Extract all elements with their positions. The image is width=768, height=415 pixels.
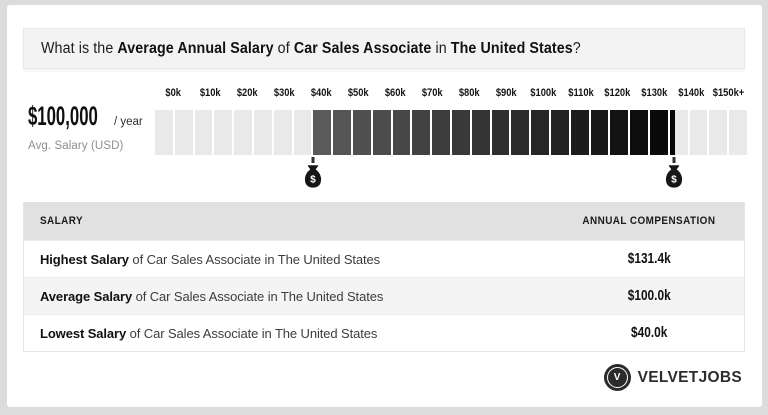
average-salary-amount-row: $100,000 / year xyxy=(28,101,143,132)
bar-segment xyxy=(669,110,688,155)
axis-tick-label: $80k xyxy=(459,87,480,99)
bar-segment xyxy=(709,110,728,155)
row-value: $100.0k xyxy=(627,288,671,304)
bar-segment xyxy=(293,110,312,155)
bar-segment xyxy=(352,110,371,155)
salary-overview: $100,000 / year Avg. Salary (USD) xyxy=(28,101,143,152)
row-label-bold: Lowest Salary xyxy=(40,325,127,341)
bar-segment xyxy=(253,110,272,155)
table-row: Average Salary of Car Sales Associate in… xyxy=(24,277,744,314)
bar-segment xyxy=(234,110,252,155)
axis-tick-label: $20k xyxy=(237,87,258,99)
bar-segment xyxy=(610,110,629,155)
bar-segment xyxy=(432,110,450,155)
avg-salary-caption: Avg. Salary (USD) xyxy=(28,140,124,152)
bar-segment xyxy=(333,110,351,155)
row-label-rest: of Car Sales Associate in The United Sta… xyxy=(132,288,384,304)
row-label-rest: of Car Sales Associate in The United Sta… xyxy=(128,251,381,267)
velvetjobs-logo-icon: V xyxy=(603,364,631,391)
axis-tick-label: $90k xyxy=(496,87,517,99)
bar-segment xyxy=(451,110,470,155)
row-label-rest: of Car Sales Associate in The United Sta… xyxy=(126,325,378,341)
axis-tick-label: $0k xyxy=(165,87,182,99)
average-salary-amount: $100,000 xyxy=(28,101,98,131)
bar-segment xyxy=(511,110,530,155)
axis-tick-label: $100k xyxy=(530,87,557,99)
salary-table: SALARY ANNUAL COMPENSATION Highest Salar… xyxy=(23,202,745,352)
row-value: $131.4k xyxy=(627,251,671,267)
bar-segment xyxy=(194,110,213,155)
row-label-bold: Average Salary xyxy=(40,288,133,304)
bar-segment xyxy=(630,110,648,155)
axis-tick-label: $10k xyxy=(200,87,221,99)
axis-tick-row: $0k $10k $20k $30k $40k $50k $60k $70k $80k $90k $… xyxy=(155,87,747,99)
question-part: ? xyxy=(572,39,581,57)
bar-segment xyxy=(372,110,391,155)
axis-tick-label: $40k xyxy=(311,87,332,99)
table-header-annual-compensation: ANNUAL COMPENSATION xyxy=(582,215,716,227)
axis-tick-label: $120k xyxy=(604,87,631,99)
bar-segment xyxy=(174,110,193,155)
row-label: Average Salary of Car Sales Associate in… xyxy=(24,289,554,304)
question-part: What is the xyxy=(41,39,118,57)
row-label-bold: Highest Salary xyxy=(40,251,129,267)
bar-segment xyxy=(491,110,510,155)
bar-segment xyxy=(649,110,668,155)
bar-segment xyxy=(531,110,549,155)
bar-segment xyxy=(273,110,292,155)
table-header-salary: SALARY xyxy=(40,215,84,227)
row-label: Highest Salary of Car Sales Associate in… xyxy=(24,252,554,267)
question-part-bold: Average Annual Salary xyxy=(117,39,274,57)
axis-tick-label: $50k xyxy=(348,87,369,99)
bar-segment xyxy=(471,110,490,155)
axis-tick-label: $130k xyxy=(641,87,668,99)
axis-tick-label: $70k xyxy=(422,87,443,99)
axis-tick-label: $30k xyxy=(274,87,295,99)
row-value: $40.0k xyxy=(630,325,668,341)
question-part: of xyxy=(273,39,294,57)
logo-letter: V xyxy=(606,367,628,388)
bar-segment xyxy=(214,110,233,155)
brand-logo: V VELVETJOBS xyxy=(603,364,742,391)
axis-tick-label: $140k xyxy=(678,87,705,99)
question-part-bold: Car Sales Associate xyxy=(293,39,432,57)
question-text: What is the Average Annual Salary of Car… xyxy=(41,40,581,58)
brand-name: VELVETJOBS xyxy=(637,368,742,386)
bar-segment xyxy=(729,110,747,155)
bar-segment xyxy=(570,110,589,155)
bar-segment xyxy=(689,110,708,155)
salary-bar xyxy=(155,110,747,155)
table-header-row: SALARY ANNUAL COMPENSATION xyxy=(24,202,744,240)
bar-segment xyxy=(412,110,431,155)
bar-segment xyxy=(590,110,609,155)
bar-segment xyxy=(155,110,173,155)
per-year-label: / year xyxy=(114,116,143,128)
axis-tick-label: $60k xyxy=(385,87,406,99)
axis-tick-label: $150k+ xyxy=(712,87,745,99)
question-banner: What is the Average Annual Salary of Car… xyxy=(23,28,745,69)
salary-table-body: Highest Salary of Car Sales Associate in… xyxy=(24,240,744,351)
row-label: Lowest Salary of Car Sales Associate in … xyxy=(24,326,554,341)
bar-segment xyxy=(550,110,569,155)
bar-segment xyxy=(313,110,332,155)
table-row: Highest Salary of Car Sales Associate in… xyxy=(24,240,744,277)
bar-segment xyxy=(392,110,411,155)
table-row: Lowest Salary of Car Sales Associate in … xyxy=(24,314,744,351)
question-part-bold: The United States xyxy=(450,39,573,57)
question-part: in xyxy=(431,39,451,57)
axis-tick-label: $110k xyxy=(567,87,594,99)
